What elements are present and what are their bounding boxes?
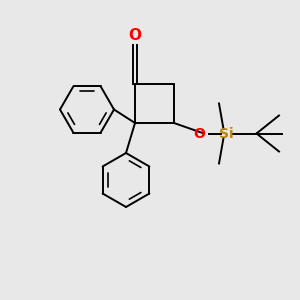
Text: O: O [128, 28, 142, 43]
Text: Si: Si [219, 127, 234, 140]
Text: O: O [194, 127, 206, 140]
